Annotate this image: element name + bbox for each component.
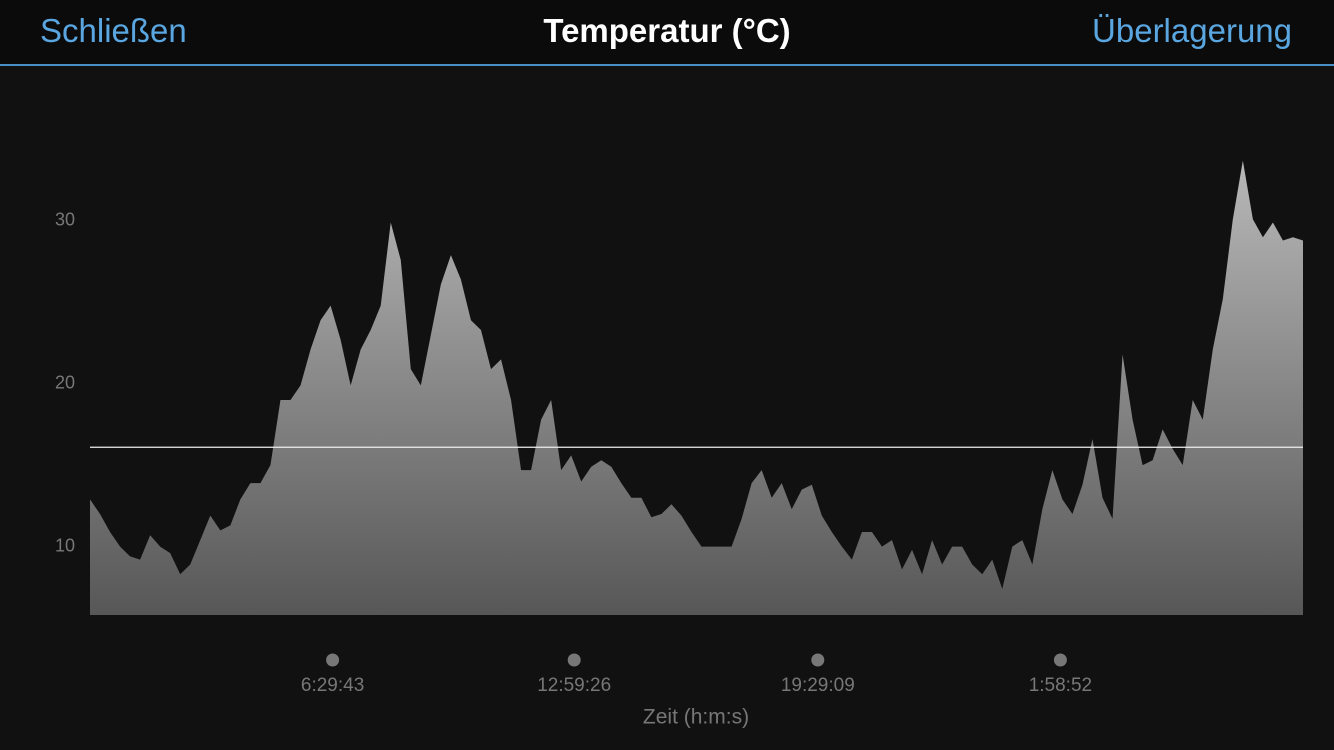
x-tick-dot <box>1053 653 1067 667</box>
x-tick-dot <box>567 653 581 667</box>
y-tick-label: 20 <box>55 373 75 393</box>
header-bar: Schließen Temperatur (°C) Überlagerung <box>0 0 1334 66</box>
x-tick-label: 6:29:43 <box>301 675 364 696</box>
x-axis-label: Zeit (h:m:s) <box>643 706 749 729</box>
x-tick-label: 12:59:26 <box>537 675 611 696</box>
temperature-area <box>90 160 1303 615</box>
y-tick-label: 10 <box>55 535 75 555</box>
y-tick-label: 30 <box>55 210 75 230</box>
x-tick-dot <box>811 653 825 667</box>
overlay-button[interactable]: Überlagerung <box>1092 12 1292 49</box>
x-tick-dot <box>326 653 340 667</box>
x-tick-label: 1:58:52 <box>1029 675 1092 696</box>
x-tick-label: 19:29:09 <box>781 675 855 696</box>
close-button[interactable]: Schließen <box>40 12 187 49</box>
